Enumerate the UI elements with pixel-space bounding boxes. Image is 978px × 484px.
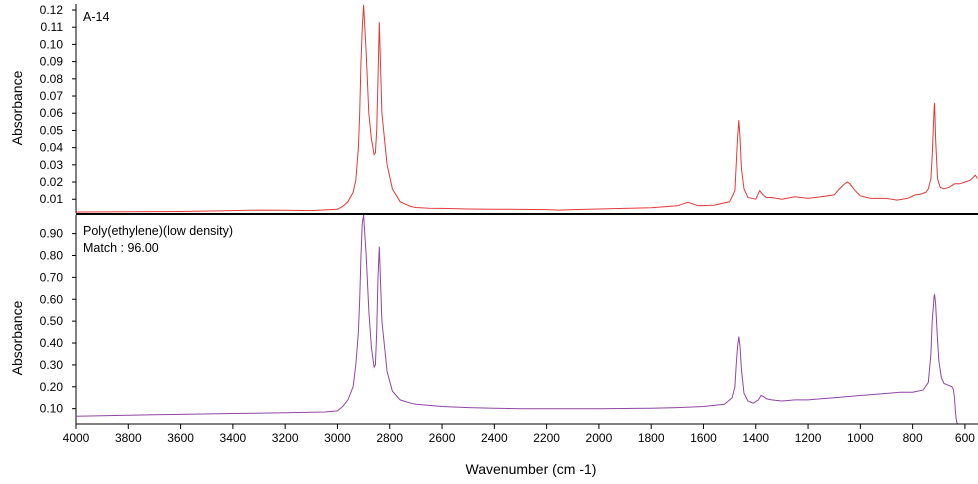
top-spectrum-panel: 0.01 0.02 0.03 0.04 0.05 0.06 0.07 0.08 0.09 0.10… — [9, 3, 978, 213]
y-tick-label: 0.70 — [40, 270, 64, 284]
x-tick-label: 3200 — [272, 431, 299, 445]
x-axis-tick-labels: 4000 3800 3600 3400 3200 3000 2800 2600 2400 2200… — [63, 431, 976, 445]
y-tick-label: 0.02 — [40, 175, 64, 189]
bottom-spectrum-line — [75, 214, 959, 425]
y-tick-label: 0.01 — [40, 192, 64, 206]
x-tick-label: 3000 — [324, 431, 351, 445]
top-y-axis-tick-labels: 0.01 0.02 0.03 0.04 0.05 0.06 0.07 0.08 0.09 0.10… — [40, 3, 64, 206]
x-tick-label: 2000 — [586, 431, 613, 445]
bottom-y-axis-tick-labels: 0.10 0.20 0.30 0.40 0.50 0.60 0.70 0.80 0.90 — [40, 227, 64, 416]
y-tick-label: 0.10 — [40, 402, 64, 416]
bottom-y-axis-title: Absorbance — [9, 300, 25, 375]
y-tick-label: 0.90 — [40, 227, 64, 241]
y-tick-label: 0.10 — [40, 37, 64, 51]
x-tick-label: 1000 — [847, 431, 874, 445]
x-tick-label: 1800 — [638, 431, 665, 445]
y-tick-label: 0.80 — [40, 248, 64, 262]
x-tick-label: 3600 — [167, 431, 194, 445]
y-tick-label: 0.12 — [40, 3, 64, 17]
y-tick-label: 0.07 — [40, 89, 64, 103]
y-tick-label: 0.60 — [40, 292, 64, 306]
bottom-annotation-library-name: Poly(ethylene)(low density) — [83, 224, 233, 238]
x-tick-label: 3800 — [115, 431, 142, 445]
y-tick-label: 0.09 — [40, 55, 64, 69]
x-tick-label: 1400 — [742, 431, 769, 445]
x-tick-label: 3400 — [220, 431, 247, 445]
x-tick-label: 1200 — [795, 431, 822, 445]
y-tick-label: 0.03 — [40, 158, 64, 172]
bottom-annotation-match-score: Match : 96.00 — [83, 241, 159, 255]
x-axis-title: Wavenumber (cm -1) — [466, 461, 597, 477]
y-tick-label: 0.04 — [40, 141, 64, 155]
x-tick-label: 1600 — [690, 431, 717, 445]
top-spectrum-line — [75, 4, 978, 213]
x-tick-label: 2400 — [481, 431, 508, 445]
x-tick-label: 600 — [955, 431, 975, 445]
bottom-spectrum-panel: 0.10 0.20 0.30 0.40 0.50 0.60 0.70 0.80 0.90 Abs… — [9, 214, 959, 425]
y-tick-label: 0.06 — [40, 106, 64, 120]
x-tick-label: 2800 — [376, 431, 403, 445]
y-tick-label: 0.50 — [40, 314, 64, 328]
x-tick-label: 2600 — [429, 431, 456, 445]
y-tick-label: 0.08 — [40, 72, 64, 86]
y-tick-label: 0.20 — [40, 380, 64, 394]
y-tick-label: 0.30 — [40, 358, 64, 372]
x-tick-label: 2200 — [533, 431, 560, 445]
bottom-y-axis-ticks — [72, 233, 76, 410]
top-y-axis-title: Absorbance — [9, 70, 25, 145]
x-tick-label: 4000 — [63, 431, 90, 445]
x-tick-label: 800 — [903, 431, 923, 445]
y-tick-label: 0.40 — [40, 336, 64, 350]
top-y-axis-ticks — [72, 9, 76, 200]
y-tick-label: 0.05 — [40, 123, 64, 137]
x-axis-ticks — [75, 424, 966, 429]
y-tick-label: 0.11 — [41, 20, 64, 34]
top-annotation-sample-name: A-14 — [83, 10, 109, 24]
